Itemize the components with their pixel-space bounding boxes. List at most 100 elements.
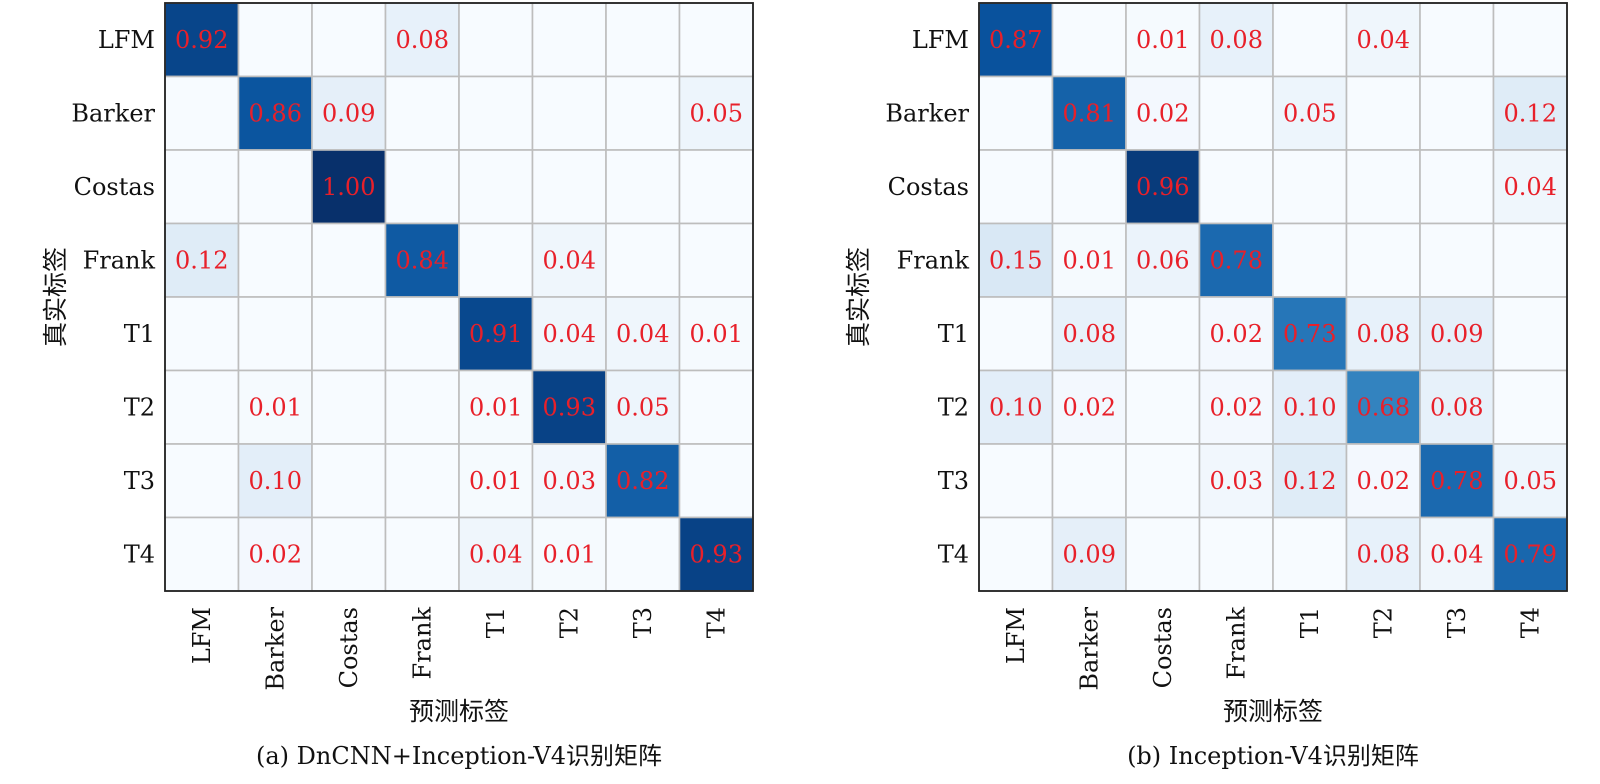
y-tick-label: T2 (124, 393, 155, 421)
heatmap-cell-Frank-Costas (311, 222, 387, 298)
x-tick-label: T4 (702, 607, 730, 638)
y-axis-label: 真实标签 (41, 247, 70, 347)
heatmap-cell-T3-Frank (1198, 443, 1274, 519)
cell-value-label: 0.12 (1504, 99, 1557, 127)
cell-value-label: 0.08 (1063, 320, 1116, 348)
cell-value-label: 0.86 (249, 99, 302, 127)
heatmap-cell-T1-T1 (458, 296, 534, 372)
heatmap-cell-T4-LFM (978, 516, 1054, 592)
cell-value-label: 0.04 (543, 320, 596, 348)
x-tick-label: T4 (1516, 607, 1544, 638)
y-axis-label: 真实标签 (844, 247, 873, 347)
cell-value-label: 0.08 (1357, 320, 1410, 348)
heatmap-cell-Frank-T3 (1419, 222, 1495, 298)
heatmap-cell-T2-Costas (311, 369, 387, 445)
x-tick-label: T1 (1296, 607, 1324, 638)
x-axis-label: 预测标签 (1223, 697, 1323, 726)
cell-value-label: 0.09 (1430, 320, 1483, 348)
heatmap-cell-Costas-T2 (1345, 149, 1421, 225)
y-tick-label: Barker (885, 99, 969, 127)
heatmap-cell-Costas-Barker (1051, 149, 1127, 225)
cell-value-label: 0.78 (1210, 246, 1263, 274)
heatmap-cell-LFM-Barker (1051, 2, 1127, 78)
cell-value-label: 0.03 (543, 467, 596, 495)
heatmap-cell-LFM-T4 (678, 2, 754, 78)
heatmap-panel-1: 0.87 0.01 0.08 0.04 0.81 0.02 0.05 0.12 0.96 0.04… (844, 2, 1568, 770)
x-tick-label: Barker (1075, 606, 1103, 690)
heatmap-cell-T3-T4 (1492, 443, 1568, 519)
cell-value-label: 0.09 (1063, 540, 1116, 568)
heatmap-cell-T4-T1 (1272, 516, 1348, 592)
cell-value-label: 0.12 (1283, 467, 1336, 495)
y-tick-label: Frank (83, 246, 156, 274)
heatmap-cell-T3-T2 (1345, 443, 1421, 519)
y-tick-label: T4 (938, 540, 969, 568)
heatmap-cell-LFM-Barker (237, 2, 313, 78)
heatmap-cell-T1-Frank (1198, 296, 1274, 372)
cell-value-label: 0.02 (1136, 99, 1189, 127)
x-tick-label: Costas (1149, 607, 1177, 688)
cell-value-label: 0.02 (1210, 320, 1263, 348)
cell-value-label: 0.04 (1357, 26, 1410, 54)
heatmap-cell-T3-Barker (237, 443, 313, 519)
heatmap-cell-T1-Costas (311, 296, 387, 372)
heatmap-cell-Barker-Frank (1198, 75, 1274, 151)
cell-value-label: 0.01 (1136, 26, 1189, 54)
cell-value-label: 0.93 (543, 393, 596, 421)
cell-value-label: 0.05 (1504, 467, 1557, 495)
heatmap-cell-LFM-T1 (1272, 2, 1348, 78)
y-tick-label: T3 (124, 467, 155, 495)
cell-value-label: 0.04 (469, 540, 522, 568)
heatmap-cell-Barker-T2 (1345, 75, 1421, 151)
heatmap-cell-T1-T4 (1492, 296, 1568, 372)
heatmap-cell-T4-T3 (605, 516, 681, 592)
heatmap-cell-Costas-T3 (1419, 149, 1495, 225)
heatmap-cell-Frank-T4 (678, 222, 754, 298)
cell-value-label: 0.01 (249, 393, 302, 421)
heatmap-cell-T1-Frank (384, 296, 460, 372)
heatmap-cell-Barker-T3 (1419, 75, 1495, 151)
heatmap-cell-T1-LFM (978, 296, 1054, 372)
y-tick-label: Frank (897, 246, 970, 274)
heatmap-cell-T3-Barker (1051, 443, 1127, 519)
heatmap-cell-T3-T1 (458, 443, 534, 519)
heatmap-cell-T3-Frank (384, 443, 460, 519)
cell-value-label: 0.82 (616, 467, 669, 495)
heatmap-cell-Costas-T4 (1492, 149, 1568, 225)
cell-value-label: 0.08 (1430, 393, 1483, 421)
heatmap-cell-Costas-T1 (458, 149, 534, 225)
heatmap-cell-LFM-T3 (605, 2, 681, 78)
heatmap-cell-T3-T2 (531, 443, 607, 519)
y-tick-label: Barker (71, 99, 155, 127)
heatmap-cell-Costas-LFM (978, 149, 1054, 225)
heatmap-cell-LFM-T4 (1492, 2, 1568, 78)
cell-value-label: 1.00 (322, 173, 375, 201)
cell-value-label: 0.15 (989, 246, 1042, 274)
heatmap-cell-LFM-Costas (311, 2, 387, 78)
y-tick-label: LFM (912, 26, 969, 54)
cell-value-label: 0.02 (1063, 393, 1116, 421)
heatmap-cell-T2-T2 (531, 369, 607, 445)
heatmap-cell-T1-Costas (1125, 296, 1201, 372)
x-tick-label: Costas (335, 607, 363, 688)
cell-value-label: 0.96 (1136, 173, 1189, 201)
cell-value-label: 0.01 (543, 540, 596, 568)
cell-value-label: 0.12 (175, 246, 228, 274)
cell-value-label: 0.92 (175, 26, 228, 54)
heatmap-cell-T1-Barker (237, 296, 313, 372)
heatmap-cell-LFM-Costas (1125, 2, 1201, 78)
cell-value-label: 0.10 (249, 467, 302, 495)
heatmap-cell-LFM-T2 (531, 2, 607, 78)
heatmap-cell-T1-LFM (164, 296, 240, 372)
heatmap-cell-Frank-T4 (1492, 222, 1568, 298)
cell-value-label: 0.05 (690, 99, 743, 127)
heatmap-cell-T4-LFM (164, 516, 240, 592)
heatmap-cell-LFM-LFM (164, 2, 240, 78)
heatmap-cell-T4-T3 (1419, 516, 1495, 592)
cell-value-label: 0.02 (1210, 393, 1263, 421)
cell-value-label: 0.03 (1210, 467, 1263, 495)
cell-value-label: 0.73 (1283, 320, 1336, 348)
cell-value-label: 0.01 (469, 467, 522, 495)
x-tick-label: T1 (482, 607, 510, 638)
